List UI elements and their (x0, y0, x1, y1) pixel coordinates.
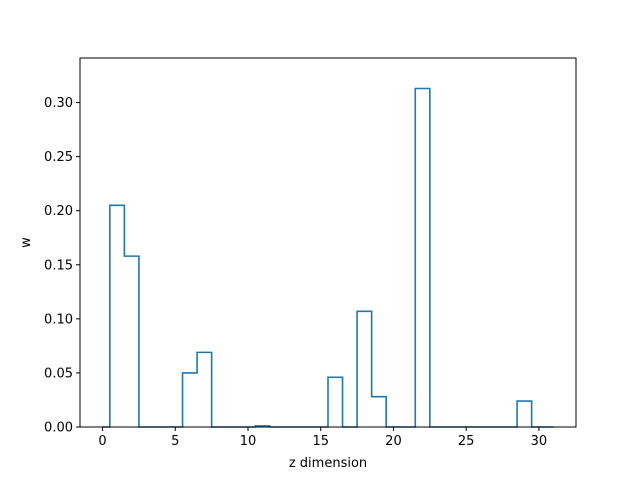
y-tick-label: 0.15 (44, 258, 73, 273)
histogram-bin (372, 397, 387, 427)
histogram-bin (110, 205, 125, 427)
x-tick-label: 20 (385, 434, 402, 449)
plot-area (79, 57, 577, 428)
y-tick-label: 0.25 (44, 150, 73, 165)
x-axis-ticks: 0 5 10 15 20 25 30 (98, 427, 547, 449)
y-tick-label: 0.00 (44, 421, 73, 436)
axes-frame (79, 57, 577, 428)
x-tick-label: 15 (312, 434, 329, 449)
x-axis-label: z dimension (289, 456, 367, 471)
x-tick-label: 5 (171, 434, 179, 449)
x-tick-label: 30 (531, 434, 548, 449)
x-tick-label: 25 (458, 434, 475, 449)
histogram-bin (415, 88, 430, 427)
histogram-bin (517, 401, 532, 427)
y-axis-ticks: 0.00 0.05 0.10 0.15 0.20 0.25 0.30 (44, 96, 80, 436)
histogram-bin (124, 256, 139, 427)
y-tick-label: 0.10 (44, 312, 73, 327)
x-tick-label: 0 (98, 434, 106, 449)
y-tick-label: 0.05 (44, 366, 73, 381)
y-tick-label: 0.30 (44, 96, 73, 111)
histogram-bin (183, 373, 198, 427)
histogram-bin (357, 311, 372, 427)
y-axis-label: w (19, 237, 34, 248)
x-tick-label: 10 (240, 434, 257, 449)
histogram-bin (197, 352, 212, 427)
histogram-bin (328, 377, 343, 427)
y-tick-label: 0.20 (44, 204, 73, 219)
histogram-step-line (102, 87, 554, 428)
